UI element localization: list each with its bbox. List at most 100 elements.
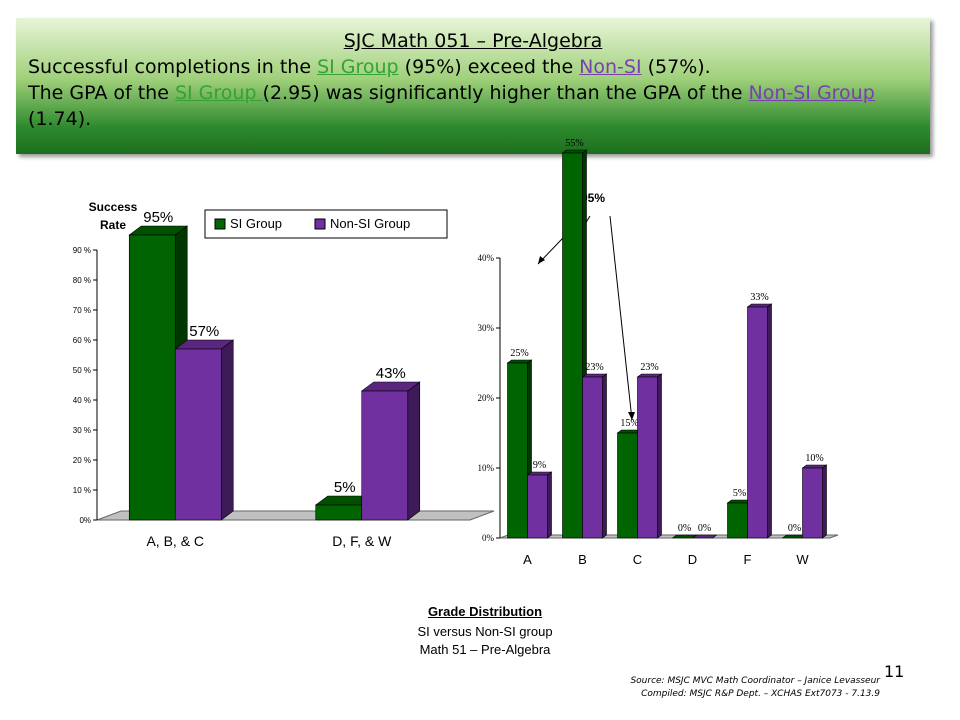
x-tick-label: F bbox=[744, 552, 752, 567]
x-tick-label: A, B, & C bbox=[146, 533, 204, 549]
data-label: 9% bbox=[533, 460, 546, 471]
bar bbox=[637, 376, 658, 539]
bar bbox=[727, 502, 748, 539]
legend-label: Non-SI Group bbox=[330, 216, 410, 231]
header-line: The GPA of the SI Group (2.95) was signi… bbox=[28, 80, 918, 132]
bar-top bbox=[746, 303, 773, 308]
data-label: 43% bbox=[376, 365, 406, 382]
annotation: 95% bbox=[581, 191, 605, 205]
bar-top bbox=[526, 471, 553, 476]
bar bbox=[507, 362, 528, 539]
x-tick-label: W bbox=[796, 552, 809, 567]
header: SJC Math 051 – Pre-Algebra Successful co… bbox=[16, 18, 930, 154]
source-line: Source: MSJC MVC Math Coordinator – Jani… bbox=[630, 676, 880, 686]
bar-top bbox=[506, 359, 533, 364]
arrowhead bbox=[628, 412, 635, 420]
y-tick-label: 20% bbox=[478, 393, 495, 403]
bar-side bbox=[657, 373, 662, 539]
page-number: 11 bbox=[884, 662, 905, 681]
x-tick-label: D, F, & W bbox=[332, 533, 392, 549]
y-tick-label: 10% bbox=[478, 463, 495, 473]
bar bbox=[174, 348, 222, 521]
link[interactable]: SI Group bbox=[174, 82, 263, 104]
bar bbox=[802, 467, 823, 539]
x-tick-label: D bbox=[688, 552, 697, 567]
y-tick-label: 90 % bbox=[73, 246, 91, 255]
y-tick-label: 10 % bbox=[73, 486, 91, 495]
bar bbox=[617, 432, 638, 539]
data-label: 0% bbox=[698, 523, 711, 534]
legend-swatch bbox=[214, 218, 226, 230]
link[interactable]: Non-SI bbox=[579, 56, 642, 78]
data-label: 33% bbox=[750, 292, 768, 303]
bar-side bbox=[767, 303, 772, 539]
x-tick-label: A bbox=[523, 552, 532, 567]
text: (2.95) was significantly higher than the… bbox=[262, 82, 749, 104]
link[interactable]: SI Group bbox=[317, 56, 399, 78]
y-tick-label: 20 % bbox=[73, 456, 91, 465]
bar bbox=[527, 474, 548, 539]
y-tick-label: 60 % bbox=[73, 336, 91, 345]
text: (57%). bbox=[641, 56, 711, 78]
x-tick-label: C bbox=[633, 552, 642, 567]
text: (1.74). bbox=[28, 108, 92, 130]
bar-side bbox=[220, 339, 234, 521]
bar-side bbox=[407, 381, 421, 521]
y-tick-label: 70 % bbox=[73, 306, 91, 315]
data-label: 0% bbox=[788, 523, 801, 534]
y-tick-label: 50 % bbox=[73, 366, 91, 375]
text: The GPA of the bbox=[28, 82, 175, 104]
y-tick-label: 40 % bbox=[73, 396, 91, 405]
y-tick-label: 80 % bbox=[73, 276, 91, 285]
bar-top bbox=[691, 534, 718, 539]
bar bbox=[747, 306, 768, 539]
bar-side bbox=[602, 373, 607, 539]
arrow bbox=[609, 215, 633, 421]
bar bbox=[582, 376, 603, 539]
source-line: Compiled: MSJC R&P Dept. – XCHAS Ext7073… bbox=[641, 689, 880, 699]
link[interactable]: Non-SI Group bbox=[748, 82, 875, 104]
caption-line: SI versus Non-SI group bbox=[417, 624, 553, 639]
legend-box bbox=[204, 209, 448, 239]
y-tick-label: 0% bbox=[482, 533, 495, 543]
text: Successful completions in the bbox=[28, 56, 318, 78]
legend-swatch bbox=[314, 218, 326, 230]
y-tick-label: 30% bbox=[478, 323, 495, 333]
data-label: 25% bbox=[510, 348, 528, 359]
data-label: 57% bbox=[189, 323, 219, 340]
bar-top bbox=[801, 464, 828, 469]
bar-top bbox=[581, 373, 608, 378]
bar-top bbox=[561, 149, 588, 154]
data-label: 55% bbox=[565, 138, 583, 149]
bar bbox=[315, 504, 363, 521]
data-label: 23% bbox=[640, 362, 658, 373]
data-label: 15% bbox=[620, 418, 638, 429]
bar-side bbox=[547, 471, 552, 539]
header-lines: Successful completions in the SI Group (… bbox=[28, 54, 918, 132]
data-label: 95% bbox=[143, 209, 173, 226]
x-tick-label: B bbox=[578, 552, 587, 567]
caption-title: Grade Distribution bbox=[427, 604, 543, 619]
bar bbox=[128, 234, 176, 521]
y-tick-label: 40% bbox=[478, 253, 495, 263]
data-label: 10% bbox=[805, 453, 823, 464]
bar-side bbox=[822, 464, 827, 539]
data-label: 0% bbox=[678, 523, 691, 534]
header-line: Successful completions in the SI Group (… bbox=[28, 54, 918, 80]
data-label: 5% bbox=[733, 488, 746, 499]
bar bbox=[562, 152, 583, 539]
y-axis-label: Success Rate bbox=[88, 200, 138, 232]
caption-line: Math 51 – Pre-Algebra bbox=[419, 642, 551, 657]
data-label: 5% bbox=[334, 479, 356, 496]
header-title: SJC Math 051 – Pre-Algebra bbox=[343, 30, 603, 52]
text: (95%) exceed the bbox=[398, 56, 580, 78]
arrowhead bbox=[538, 256, 545, 264]
y-tick-label: 30 % bbox=[73, 426, 91, 435]
legend-label: SI Group bbox=[230, 216, 282, 231]
data-label: 23% bbox=[585, 362, 603, 373]
y-tick-label: 0% bbox=[79, 516, 91, 525]
bar bbox=[361, 390, 409, 521]
bar-top bbox=[636, 373, 663, 378]
